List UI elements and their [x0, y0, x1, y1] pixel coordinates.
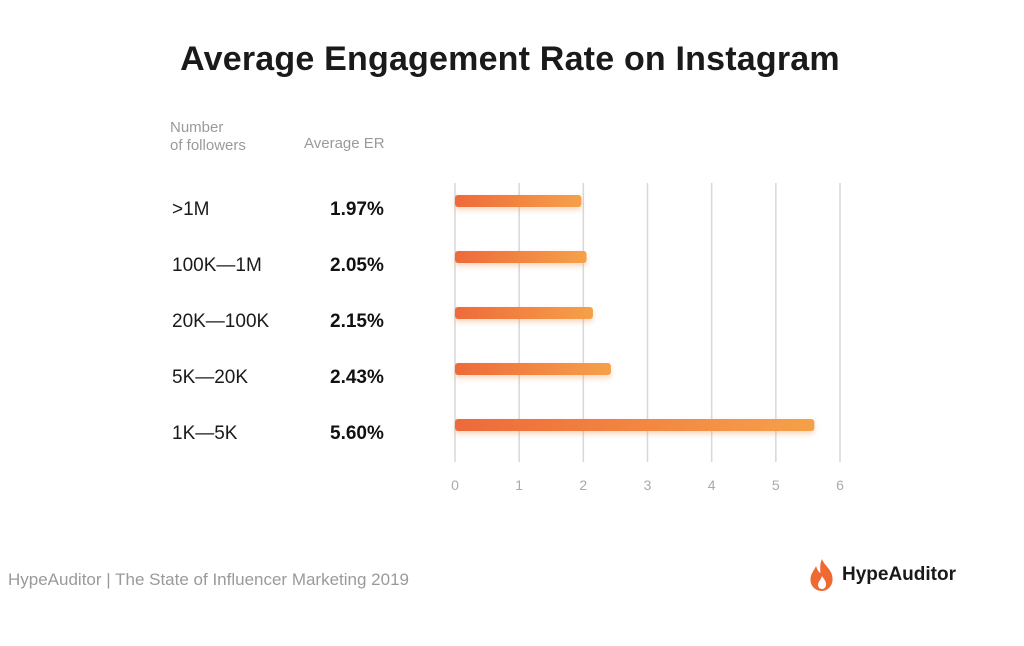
value-label: 2.15% [330, 311, 384, 332]
category-label: 5K—20K [172, 367, 249, 388]
average-er-column-header: Average ER [304, 135, 385, 152]
x-axis-ticks: 0 1 2 3 4 5 6 [451, 477, 844, 493]
x-tick-label: 1 [515, 477, 523, 493]
x-tick-label: 6 [836, 477, 844, 493]
category-label: 1K—5K [172, 423, 238, 444]
category-label: >1M [172, 199, 210, 220]
value-label: 5.60% [330, 423, 384, 444]
bar [455, 307, 593, 319]
category-label: 20K—100K [172, 311, 270, 332]
value-label: 1.97% [330, 199, 384, 220]
value-label: 2.43% [330, 367, 384, 388]
flame-icon [810, 559, 833, 591]
brand-logo: HypeAuditor [808, 558, 956, 592]
followers-header-line-1: Number [170, 119, 224, 136]
category-label: 100K—1M [172, 255, 262, 276]
chart-title: Average Engagement Rate on Instagram [180, 40, 840, 78]
value-label: 2.05% [330, 255, 384, 276]
x-tick-label: 5 [772, 477, 780, 493]
grid-lines [454, 183, 841, 462]
x-tick-label: 2 [579, 477, 587, 493]
followers-column-header: Number of followers [170, 119, 246, 155]
bar [455, 363, 611, 375]
bar [455, 251, 587, 263]
source-caption: HypeAuditor | The State of Influencer Ma… [8, 570, 410, 589]
bar [455, 419, 815, 431]
x-tick-label: 3 [644, 477, 652, 493]
bar [455, 195, 582, 207]
followers-header-line-2: of followers [170, 137, 246, 154]
brand-name: HypeAuditor [842, 564, 956, 585]
x-tick-label: 0 [451, 477, 459, 493]
x-tick-label: 4 [708, 477, 716, 493]
bars [455, 195, 815, 431]
